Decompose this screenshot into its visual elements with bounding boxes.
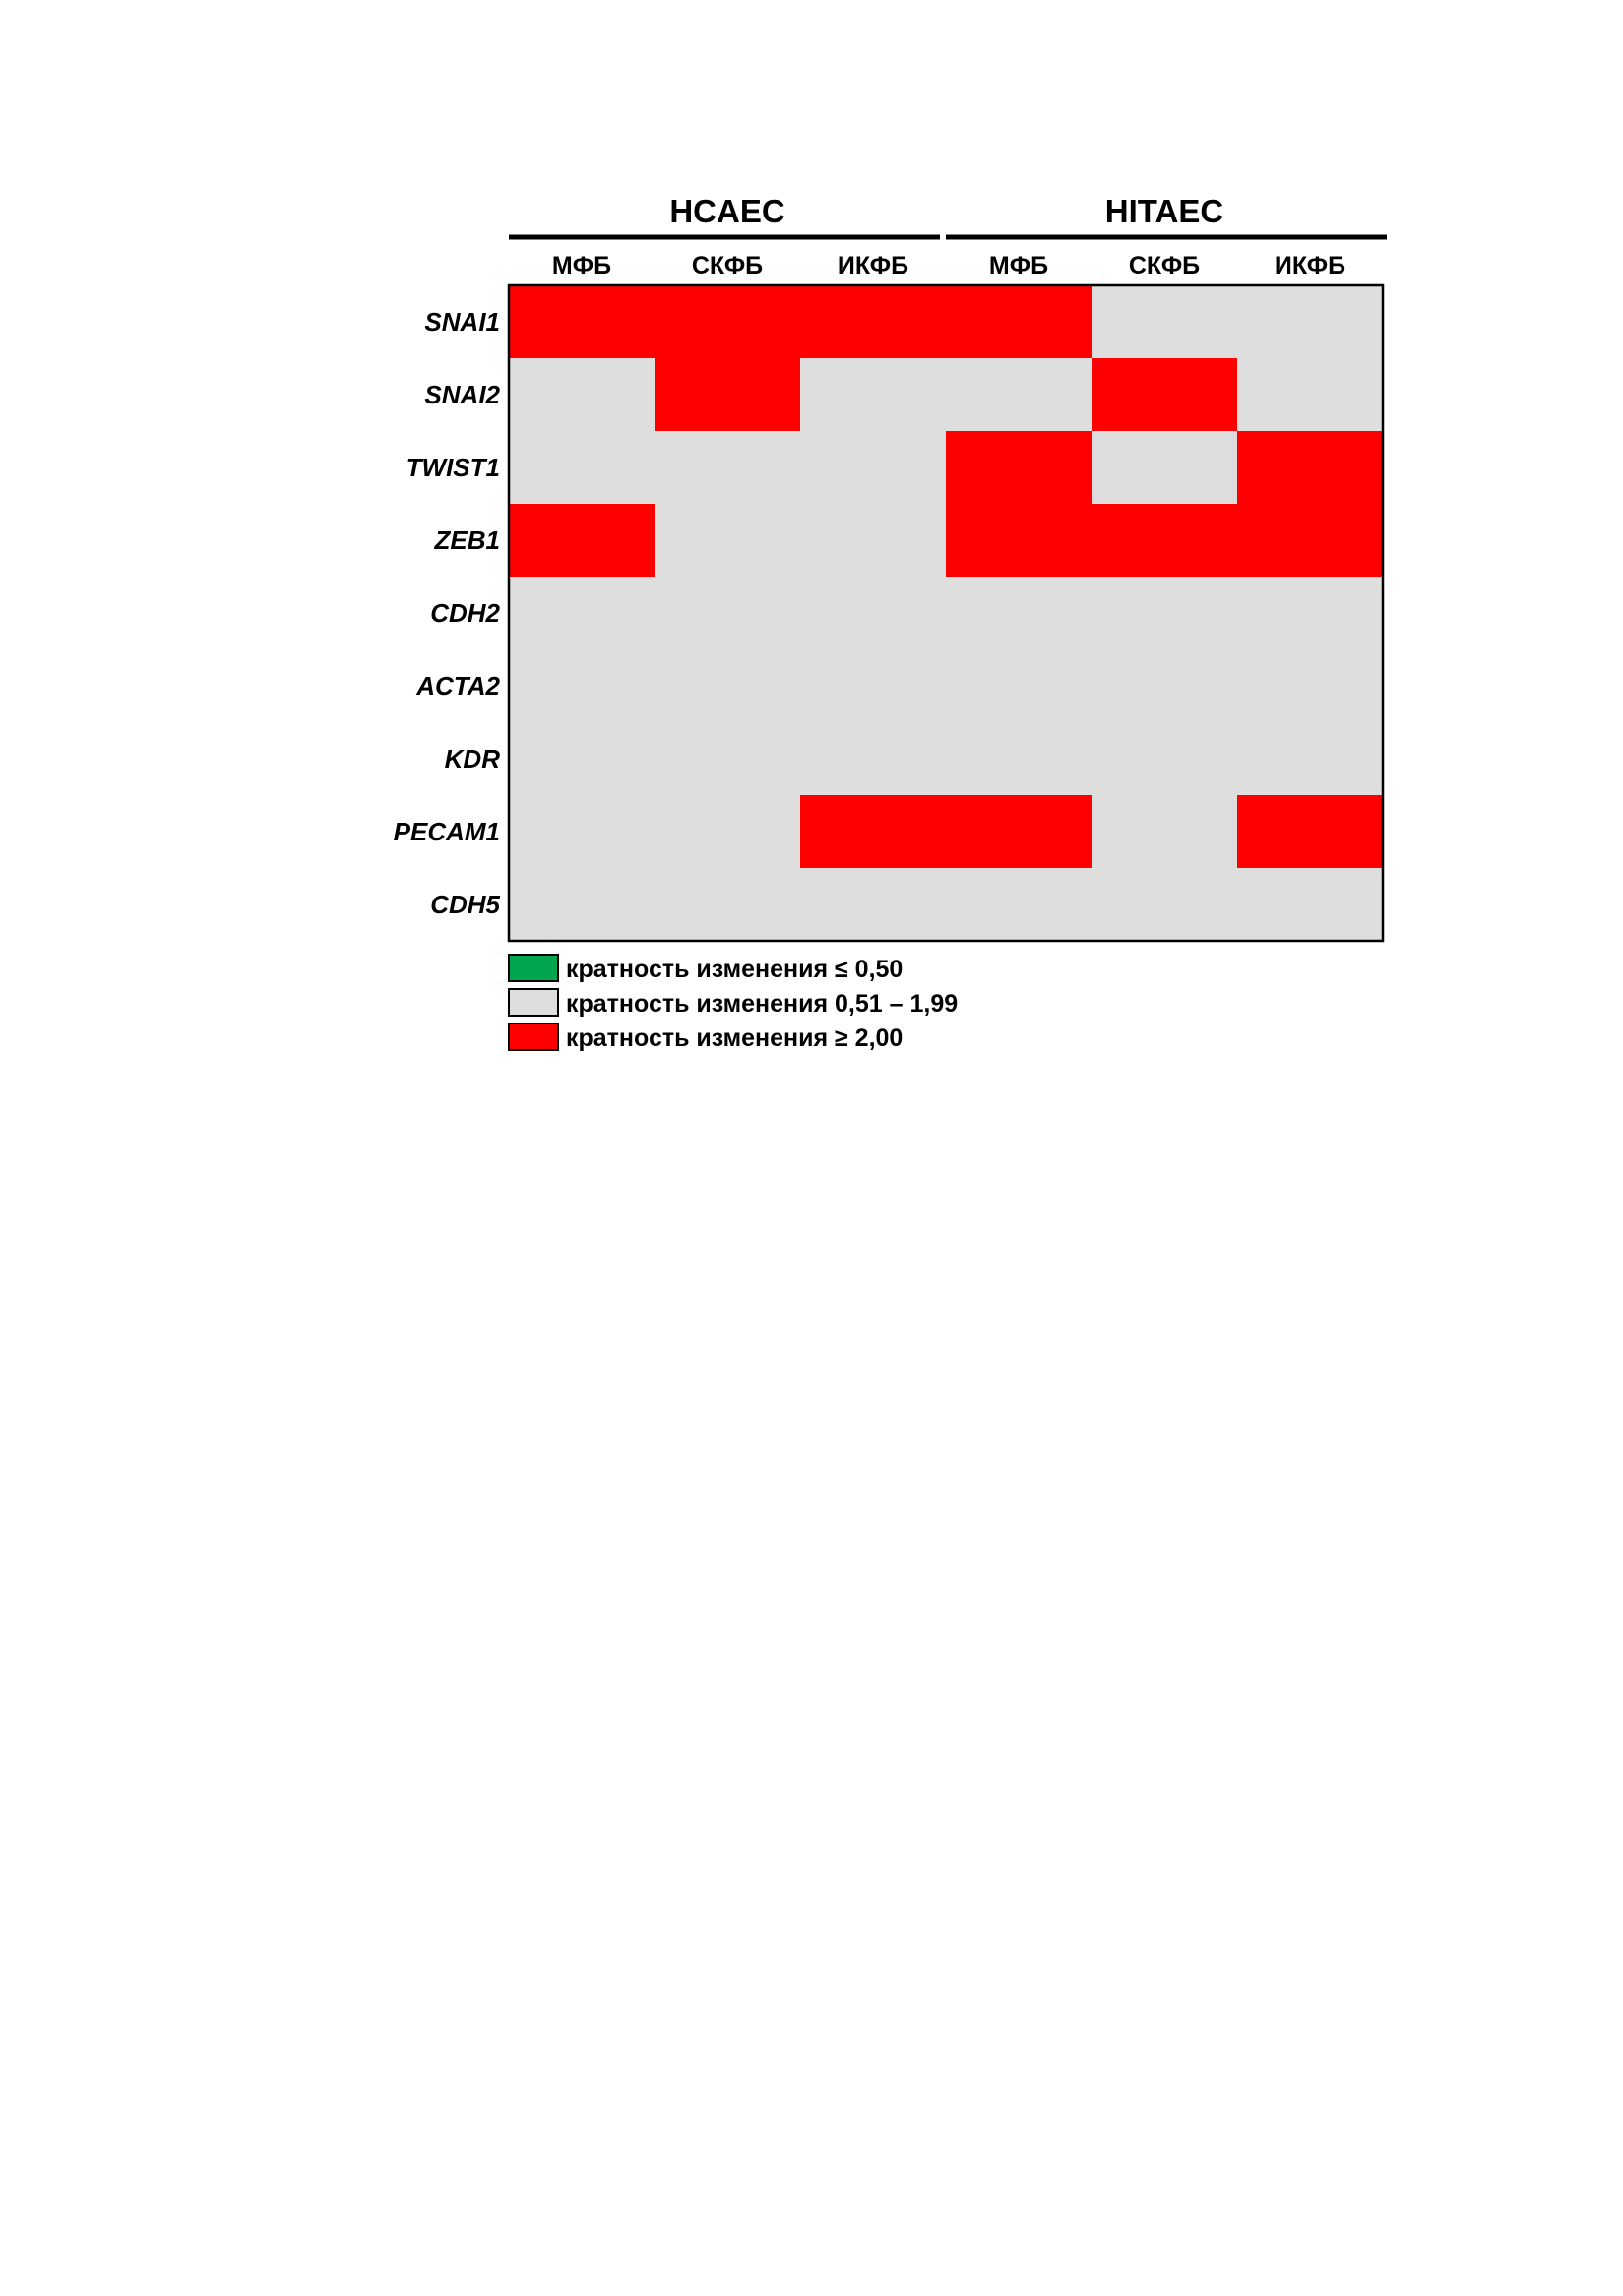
heatmap-cell — [1092, 358, 1238, 432]
heatmap-cell — [946, 722, 1092, 796]
legend-swatch-neutral — [508, 988, 559, 1017]
heatmap-cell — [1237, 358, 1384, 432]
heatmap-cell — [800, 504, 947, 578]
heatmap-cell — [1092, 504, 1238, 578]
heatmap-cell — [509, 358, 655, 432]
column-header: МФБ СКФБ ИКФБ МФБ СКФБ ИКФБ — [552, 252, 1345, 279]
row-label-pecam1: PECAM1 — [394, 817, 500, 846]
heatmap-cell — [800, 431, 947, 505]
row-label-zeb1: ZEB1 — [434, 526, 500, 555]
column-label: СКФБ — [692, 252, 763, 279]
column-label: ИКФБ — [838, 252, 908, 279]
heatmap-cell — [946, 795, 1092, 869]
column-label: СКФБ — [1129, 252, 1200, 279]
heatmap-cell — [800, 358, 947, 432]
row-label-cdh5: CDH5 — [430, 890, 500, 919]
heatmap-cell — [1237, 868, 1384, 942]
heatmap-cell — [1237, 285, 1384, 359]
group-label-hitaec: HITAEC — [1105, 193, 1223, 229]
heatmap-cell — [800, 577, 947, 651]
heatmap-cell — [1092, 722, 1238, 796]
heatmap-cell — [1237, 722, 1384, 796]
heatmap-cell — [1092, 795, 1238, 869]
row-labels: SNAI1 SNAI2 TWIST1 ZEB1 CDH2 ACTA2 KDR PECAM1 CD… — [394, 307, 501, 919]
heatmap-cell — [655, 650, 801, 723]
group-label-hcaec: HCAEC — [669, 193, 784, 229]
heatmap-cell — [1092, 868, 1238, 942]
legend-label-up: кратность изменения ≥ 2,00 — [566, 1024, 903, 1052]
row-label-snai2: SNAI2 — [424, 380, 500, 409]
legend-swatch-up — [508, 1023, 559, 1051]
heatmap-cell — [509, 722, 655, 796]
heatmap-cell — [509, 431, 655, 505]
heatmap-cell — [1092, 431, 1238, 505]
heatmap-cell — [509, 868, 655, 942]
heatmap-cell — [1237, 504, 1384, 578]
legend: кратность изменения ≤ 0,50 кратность изме… — [508, 954, 958, 1052]
heatmap-cell — [1237, 795, 1384, 869]
legend-label-neutral: кратность изменения 0,51 – 1,99 — [566, 990, 958, 1018]
heatmap-cell — [655, 431, 801, 505]
row-label-acta2: ACTA2 — [415, 671, 500, 701]
group-header: HCAEC HITAEC — [509, 193, 1387, 240]
heatmap-cell — [509, 285, 655, 359]
heatmap-cell — [800, 868, 947, 942]
heatmap-cell — [1237, 431, 1384, 505]
heatmap-cell — [946, 650, 1092, 723]
heatmap-cell — [946, 358, 1092, 432]
heatmap-cell — [655, 577, 801, 651]
heatmap-cell — [509, 795, 655, 869]
heatmap-cell — [655, 868, 801, 942]
column-label: МФБ — [989, 252, 1048, 279]
heatmap-cell — [800, 795, 947, 869]
row-label-snai1: SNAI1 — [424, 307, 500, 337]
legend-swatch-down — [508, 954, 559, 982]
row-label-cdh2: CDH2 — [430, 598, 500, 628]
heatmap-cell — [800, 285, 947, 359]
legend-label-down: кратность изменения ≤ 0,50 — [566, 956, 903, 983]
heatmap-cell — [946, 577, 1092, 651]
heatmap-cell — [509, 650, 655, 723]
heatmap-cell — [509, 504, 655, 578]
heatmap-cell — [655, 285, 801, 359]
heatmap-cell — [1092, 577, 1238, 651]
heatmap-cell — [946, 868, 1092, 942]
heatmap-cell — [946, 504, 1092, 578]
column-label: ИКФБ — [1275, 252, 1345, 279]
heatmap-cell — [655, 795, 801, 869]
heatmap-cell — [800, 650, 947, 723]
heatmap-border — [507, 283, 1385, 943]
row-label-kdr: KDR — [445, 744, 501, 774]
heatmap-cell — [946, 285, 1092, 359]
heatmap-cells — [509, 285, 1384, 942]
heatmap-cell — [655, 504, 801, 578]
row-label-twist1: TWIST1 — [406, 453, 500, 482]
heatmap-cell — [655, 722, 801, 796]
heatmap-cell — [1237, 650, 1384, 723]
heatmap-cell — [509, 577, 655, 651]
heatmap-cell — [1237, 577, 1384, 651]
heatmap-cell — [1092, 650, 1238, 723]
column-label: МФБ — [552, 252, 611, 279]
heatmap-cell — [800, 722, 947, 796]
heatmap-cell — [655, 358, 801, 432]
heatmap-cell — [946, 431, 1092, 505]
heatmap-cell — [1092, 285, 1238, 359]
